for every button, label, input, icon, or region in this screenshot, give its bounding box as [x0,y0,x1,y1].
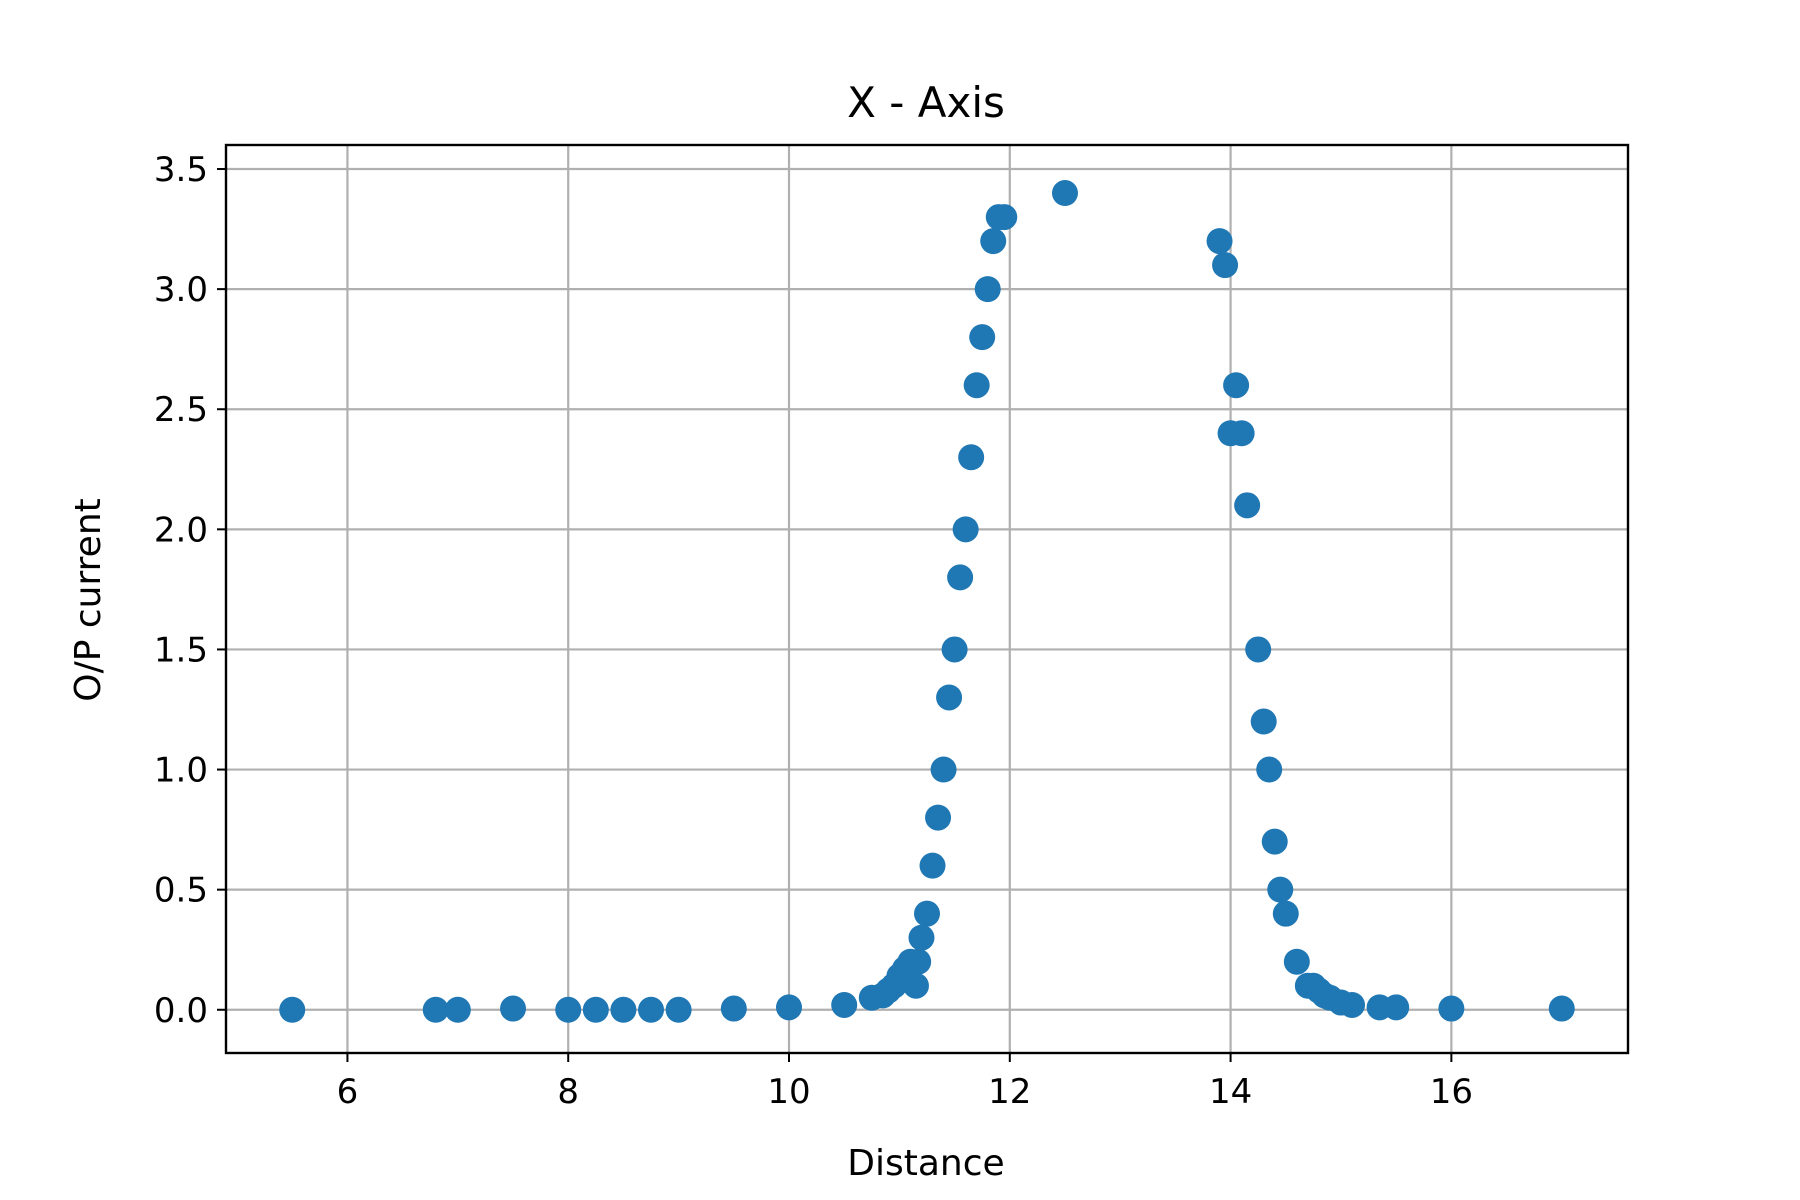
data-point [610,996,637,1023]
data-points [279,180,1575,1023]
data-point [1283,948,1310,975]
data-point [1261,828,1288,855]
data-point [1272,900,1299,927]
data-point [1438,995,1465,1022]
data-point [936,684,963,711]
data-point [1245,636,1272,663]
y-tick-label: 2.5 [154,390,208,430]
data-point [1250,708,1277,735]
data-point [958,444,985,471]
data-point [1234,492,1261,519]
data-point [665,996,692,1023]
data-point [952,516,979,543]
data-point [1267,876,1294,903]
x-tick-label: 10 [767,1072,810,1112]
data-point [914,900,940,927]
data-point [444,996,471,1023]
chart-title: X - Axis [847,78,1005,127]
data-point [555,996,582,1023]
data-point [919,852,946,879]
data-point [422,996,449,1023]
y-tick-label: 1.5 [154,630,208,670]
data-point [930,756,957,783]
y-tick-label: 2.0 [154,510,208,550]
y-tick-label: 3.5 [154,150,208,190]
data-point [500,995,527,1022]
x-axis-label: Distance [847,1143,1004,1184]
y-tick-label: 3.0 [154,270,208,310]
data-point [963,372,990,399]
data-point [279,996,306,1023]
data-point [776,994,803,1021]
data-point [831,991,858,1018]
data-point [974,276,1001,303]
x-tick-label: 6 [337,1072,359,1112]
data-point [969,324,996,351]
data-point [1051,180,1078,207]
y-tick-label: 0.0 [154,991,208,1031]
data-point [902,972,929,999]
plot-frame [224,143,1630,1055]
x-tick-label: 14 [1209,1072,1252,1112]
data-point [925,804,952,831]
data-point [1548,995,1575,1022]
data-point [980,228,1007,255]
data-point [1223,372,1250,399]
x-tick-label: 8 [557,1072,579,1112]
data-point [1383,994,1410,1021]
axis-ticks: 6 8 10 12 14 16 0.0 0.5 1.0 1.5 2.0 2.5 3.0 3.5 [154,150,1473,1112]
x-tick-label: 12 [988,1072,1031,1112]
grid [226,145,1628,1053]
data-point [905,948,932,975]
x-tick-label: 16 [1430,1072,1473,1112]
data-point [1256,756,1283,783]
data-point [941,636,968,663]
data-point [638,996,665,1023]
data-point [908,924,935,951]
y-axis-label: O/P current [68,498,109,701]
data-point [1206,228,1233,255]
data-point [1212,252,1239,279]
data-point [947,564,974,591]
data-point [582,996,609,1023]
data-point [1228,420,1255,447]
y-tick-label: 0.5 [154,871,208,911]
y-tick-label: 1.0 [154,751,208,791]
data-point [1339,991,1366,1018]
data-point [720,995,747,1022]
data-point [991,204,1018,231]
